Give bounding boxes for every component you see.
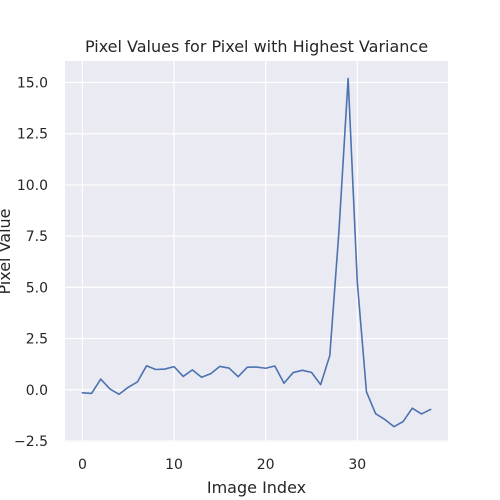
grid-lines [65,61,448,442]
series-line [81,77,432,428]
series-lines [81,77,432,428]
y-tick-labels: −2.5 0.0 2.5 5.0 7.5 10.0 12.5 15.0 [14,76,48,450]
x-tick-label: 30 [348,457,366,473]
y-tick-label: −2.5 [14,434,48,450]
x-tick-labels: 0 10 20 30 [78,457,366,473]
x-axis-label: Image Index [207,478,306,497]
y-tick-label: 0.0 [26,383,48,399]
plot-background [65,61,448,442]
x-tick-label: 0 [78,457,87,473]
y-tick-label: 7.5 [26,229,48,245]
x-tick-label: 10 [165,457,183,473]
y-tick-label: 12.5 [17,127,48,143]
y-tick-label: 2.5 [26,332,48,348]
y-tick-label: 5.0 [26,280,48,296]
y-axis-label: Pixel Value [0,208,14,294]
y-tick-label: 15.0 [17,76,48,92]
x-tick-label: 20 [257,457,275,473]
y-tick-label: 10.0 [17,178,48,194]
chart-title: Pixel Values for Pixel with Highest Vari… [85,37,428,56]
